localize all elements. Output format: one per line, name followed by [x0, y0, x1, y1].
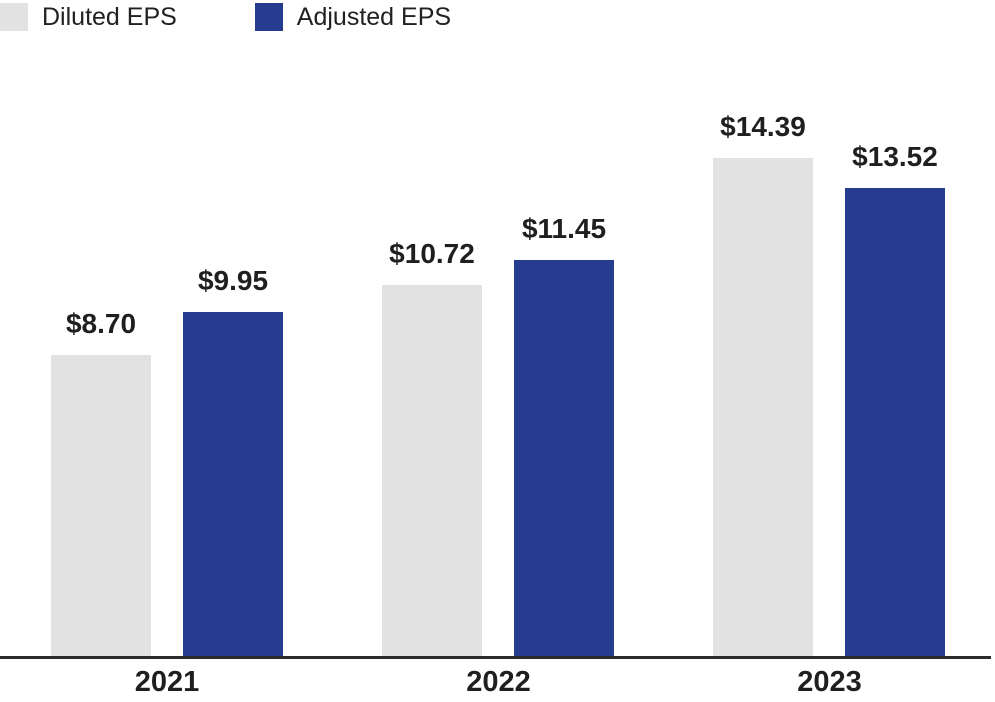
bar-value-label-adjusted-2022: $11.45 — [521, 213, 607, 244]
bar-adjusted-2022 — [514, 260, 614, 656]
bar-diluted-2023 — [713, 158, 813, 656]
bar-value-label-diluted-2021: $8.70 — [65, 308, 137, 339]
x-tick-label-2022: 2022 — [466, 666, 531, 698]
adjusted-eps-swatch — [254, 3, 283, 31]
bar-diluted-2022 — [382, 285, 482, 656]
diluted-eps-label: Diluted EPS — [42, 3, 177, 31]
legend-item-diluted-eps: Diluted EPS — [0, 2, 177, 32]
x-axis-line — [0, 656, 991, 659]
bar-value-label-adjusted-2023: $13.52 — [852, 141, 938, 172]
x-tick-label-2023: 2023 — [797, 666, 862, 698]
bar-value-label-diluted-2023: $14.39 — [720, 111, 806, 142]
legend: Diluted EPS Adjusted EPS — [0, 2, 451, 32]
bar-value-label-diluted-2022: $10.72 — [389, 238, 475, 269]
adjusted-eps-label: Adjusted EPS — [296, 3, 452, 31]
diluted-eps-swatch — [0, 3, 28, 31]
bar-adjusted-2021 — [183, 312, 283, 656]
x-tick-label-2021: 2021 — [134, 666, 200, 698]
bar-value-label-adjusted-2021: $9.95 — [197, 265, 269, 296]
bar-diluted-2021 — [51, 355, 151, 656]
bar-adjusted-2023 — [845, 188, 945, 656]
legend-item-adjusted-eps: Adjusted EPS — [254, 2, 452, 32]
